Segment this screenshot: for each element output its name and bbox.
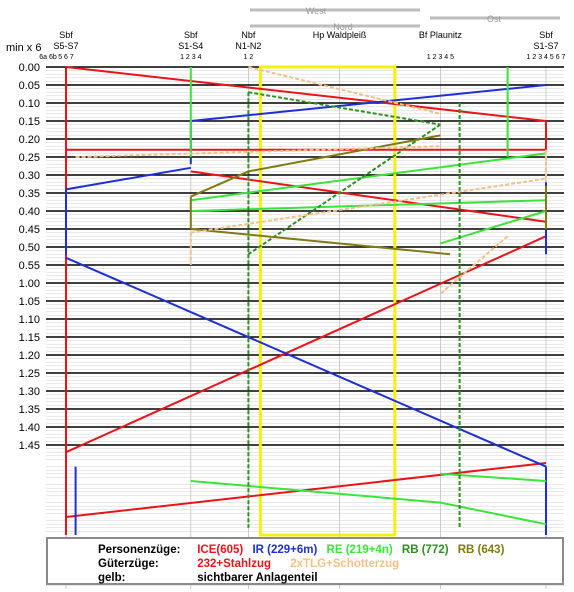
legend-ice: ICE(605)	[197, 544, 244, 556]
legend-re: RE (219+4n)	[326, 544, 393, 556]
y-tick-label: 1.25	[19, 368, 40, 380]
y-tick-label: 1.05	[19, 296, 40, 308]
train-line	[75, 145, 441, 158]
legend-row-personenzuege: Personenzüge: ICE(605) IR (229+6m) RE (2…	[98, 544, 510, 556]
station-tracks: 1 2 3 4 5 6 7	[527, 54, 566, 61]
y-tick-label: 1.30	[19, 386, 40, 398]
legend: Personenzüge: ICE(605) IR (229+6m) RE (2…	[46, 537, 564, 585]
train-line	[440, 501, 547, 526]
train-line	[65, 256, 547, 468]
train-line	[190, 228, 451, 256]
train-line	[440, 472, 547, 482]
legend-gelb-text: sichtbarer Anlagenteil	[197, 572, 318, 584]
train-line	[190, 84, 547, 122]
y-axis-unit-label: min x 6	[6, 42, 41, 54]
station-tracks: 1 2 3 4 5	[427, 54, 454, 61]
station-tracks: 1 2	[244, 54, 254, 61]
legend-label-gueterzuege: Güterzüge:	[98, 558, 159, 570]
station-sub: S5-S7	[53, 41, 78, 51]
station-name: Sbf	[184, 30, 198, 40]
train-lines-layer	[65, 66, 547, 535]
direction-label-ost: Ost	[487, 14, 502, 24]
train-line	[190, 199, 547, 212]
legend-rb772: RB (772)	[401, 544, 449, 556]
legend-label-gelb: gelb:	[98, 572, 126, 584]
y-tick-label: 0.40	[19, 206, 40, 218]
y-tick-label: 1.45	[19, 440, 40, 452]
station-tracks-extra: 6a 6b	[39, 54, 57, 61]
legend-rb643: RB (643)	[457, 544, 505, 556]
legend-schotterzug: 2xTLG+Schotterzug	[290, 558, 400, 570]
train-line	[190, 170, 249, 198]
legend-label-personenzuege: Personenzüge:	[98, 544, 181, 556]
station-name: Hp Waldpleiß	[313, 30, 367, 40]
y-tick-label: 1.10	[19, 314, 40, 326]
train-line	[190, 152, 547, 202]
legend-row-gueterzuege: Güterzüge: 232+Stahlzug 2xTLG+Schotterzu…	[98, 558, 405, 570]
legend-row-gelb: gelb: sichtbarer Anlagenteil	[98, 572, 324, 584]
train-line	[65, 66, 547, 122]
station-name: Bf Plaunitz	[419, 30, 463, 40]
train-line	[248, 66, 441, 115]
y-tick-label: 1.20	[19, 350, 40, 362]
train-line	[439, 235, 509, 295]
y-tick-label: 0.45	[19, 224, 40, 236]
train-line	[65, 166, 191, 191]
station-sub: S1-S7	[533, 41, 558, 51]
y-tick-label: 1.00	[19, 278, 40, 290]
train-line	[248, 134, 441, 173]
y-tick-label: 0.55	[19, 260, 40, 272]
visible-section-rect	[258, 65, 397, 537]
visible-section-layer	[258, 65, 397, 537]
station-sub: S1-S4	[178, 41, 203, 51]
train-line	[248, 91, 441, 126]
y-tick-label: 0.25	[19, 152, 40, 164]
train-line	[190, 170, 547, 223]
direction-label-nord: Nord	[333, 22, 353, 32]
y-tick-label: 0.00	[19, 62, 40, 74]
train-line	[190, 480, 441, 504]
y-tick-label: 0.15	[19, 116, 40, 128]
station-name: Sbf	[59, 30, 73, 40]
station-sub: N1-N2	[235, 41, 261, 51]
station-name: Nbf	[241, 30, 256, 40]
station-name: Sbf	[539, 30, 553, 40]
y-tick-label: 0.05	[19, 80, 40, 92]
legend-ir: IR (229+6m)	[252, 544, 318, 556]
y-tick-label: 0.30	[19, 170, 40, 182]
train-line	[440, 210, 547, 245]
station-tracks: 1 2 3 4	[180, 54, 202, 61]
y-tick-label: 1.15	[19, 332, 40, 344]
y-tick-label: 1.40	[19, 422, 40, 434]
y-tick-label: 0.35	[19, 188, 40, 200]
legend-stahlzug: 232+Stahlzug	[197, 558, 272, 570]
station-tracks: 5 6 7	[58, 54, 74, 61]
axis-labels-layer: 0.00 0.05 0.10 0.15 0.20 0.25 0.30 0.35 0.40 0.45…	[6, 6, 566, 452]
direction-label-west: West	[306, 6, 327, 16]
y-tick-label: 1.35	[19, 404, 40, 416]
y-tick-label: 0.50	[19, 242, 40, 254]
y-tick-label: 0.20	[19, 134, 40, 146]
y-tick-label: 0.10	[19, 98, 40, 110]
